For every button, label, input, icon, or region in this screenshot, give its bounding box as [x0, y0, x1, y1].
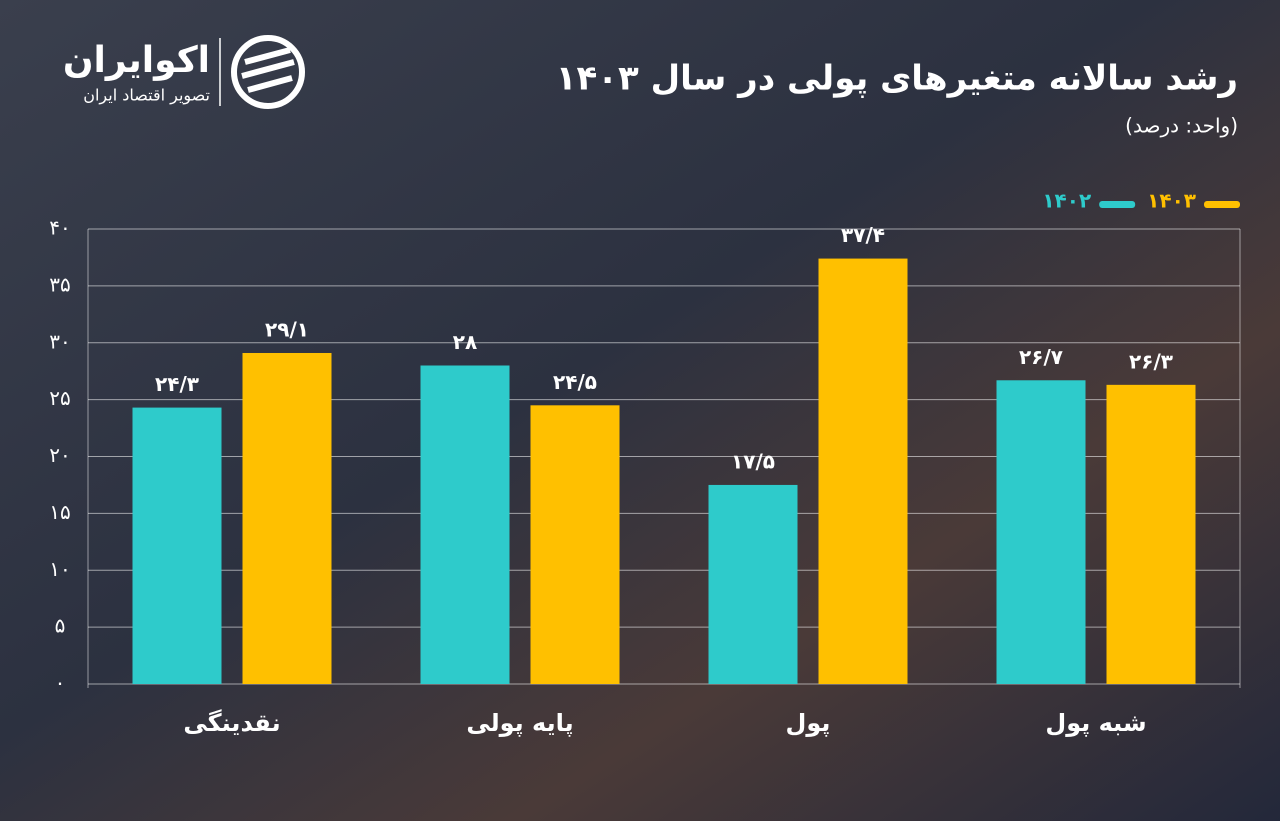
logo-icon-stripes: [241, 47, 295, 93]
value-label: ۳۷/۴: [841, 223, 885, 247]
logo-tagline: تصویر اقتصاد ایران: [83, 86, 210, 106]
y-tick-label: ۵: [55, 614, 66, 638]
bar: [530, 405, 620, 684]
bar: [420, 365, 510, 684]
value-label: ۱۷/۵: [731, 449, 775, 473]
value-label: ۲۴/۳: [155, 372, 199, 396]
y-tick-label: ۲۵: [49, 386, 70, 410]
y-tick-label: ۰: [55, 671, 66, 695]
value-label: ۲۹/۱: [265, 317, 309, 341]
legend-label: ۱۴۰۳: [1147, 189, 1196, 213]
y-tick-label: ۲۰: [49, 443, 70, 467]
bar: [132, 407, 222, 684]
value-label: ۲۴/۵: [553, 370, 597, 394]
logo: اکوایران تصویر اقتصاد ایران: [63, 35, 305, 109]
legend-label: ۱۴۰۲: [1042, 189, 1091, 213]
x-tick-label: پول: [786, 709, 831, 737]
bar: [242, 352, 332, 684]
y-tick-label: ۳۵: [49, 272, 70, 296]
x-tick-label: نقدینگی: [183, 709, 280, 737]
y-tick-label: ۱۰: [49, 557, 70, 581]
legend-swatch: [1204, 201, 1240, 208]
y-tick-label: ۳۰: [49, 329, 70, 353]
value-label: ۲۸: [453, 330, 477, 354]
x-tick-label: پایه پولی: [466, 709, 573, 737]
bar: [1106, 384, 1196, 684]
logo-icon: [231, 35, 305, 109]
chart-subtitle: (واحد: درصد): [1125, 114, 1238, 138]
value-label: ۲۶/۷: [1019, 345, 1063, 369]
y-tick-label: ۱۵: [49, 500, 70, 524]
bar: [708, 484, 798, 684]
y-tick-label: ۴۰: [49, 216, 70, 240]
value-label: ۲۶/۳: [1129, 349, 1173, 373]
bar: [996, 380, 1086, 684]
logo-name: اکوایران: [63, 40, 210, 81]
chart-title: رشد سالانه متغیرهای پولی در سال ۱۴۰۳: [556, 59, 1238, 99]
legend-swatch: [1099, 201, 1136, 208]
x-tick-label: شبه پول: [1045, 709, 1146, 737]
bar: [818, 258, 908, 684]
